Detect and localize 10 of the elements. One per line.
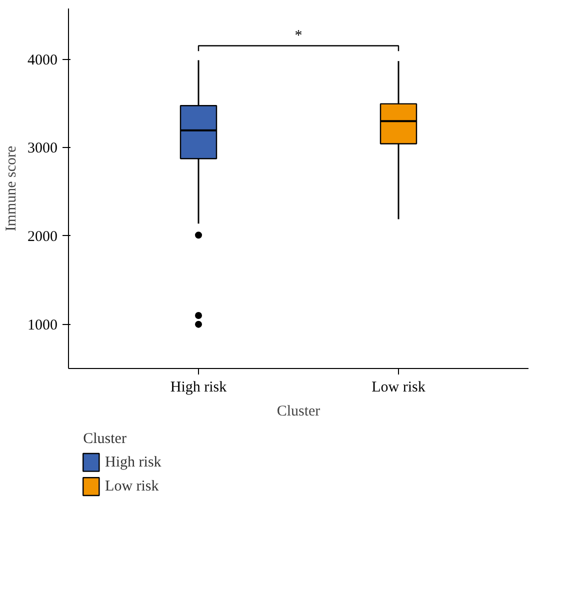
legend-label: Low risk: [105, 478, 160, 495]
legend-title: Cluster: [83, 430, 126, 447]
y-tick-label: 2000: [28, 228, 58, 245]
annotation: *: [294, 28, 302, 44]
y-tick-label: 4000: [28, 52, 58, 68]
legend-label: High risk: [105, 454, 162, 470]
x-axis-title: Cluster: [276, 404, 320, 420]
y-axis-title: Immune score: [4, 145, 20, 232]
y-tick-label: 3000: [28, 140, 58, 157]
y-tick-label: 1000: [28, 317, 58, 334]
